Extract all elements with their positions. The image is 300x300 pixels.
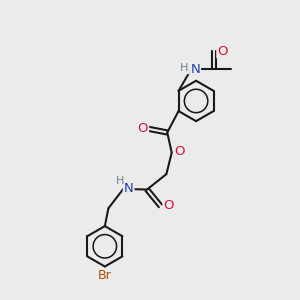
Text: O: O <box>217 44 228 58</box>
Text: H: H <box>180 63 189 73</box>
Text: O: O <box>138 122 148 135</box>
Text: N: N <box>190 63 200 76</box>
Text: N: N <box>124 182 134 195</box>
Text: H: H <box>116 176 124 186</box>
Text: O: O <box>164 200 174 212</box>
Text: O: O <box>174 145 184 158</box>
Text: Br: Br <box>98 269 111 282</box>
